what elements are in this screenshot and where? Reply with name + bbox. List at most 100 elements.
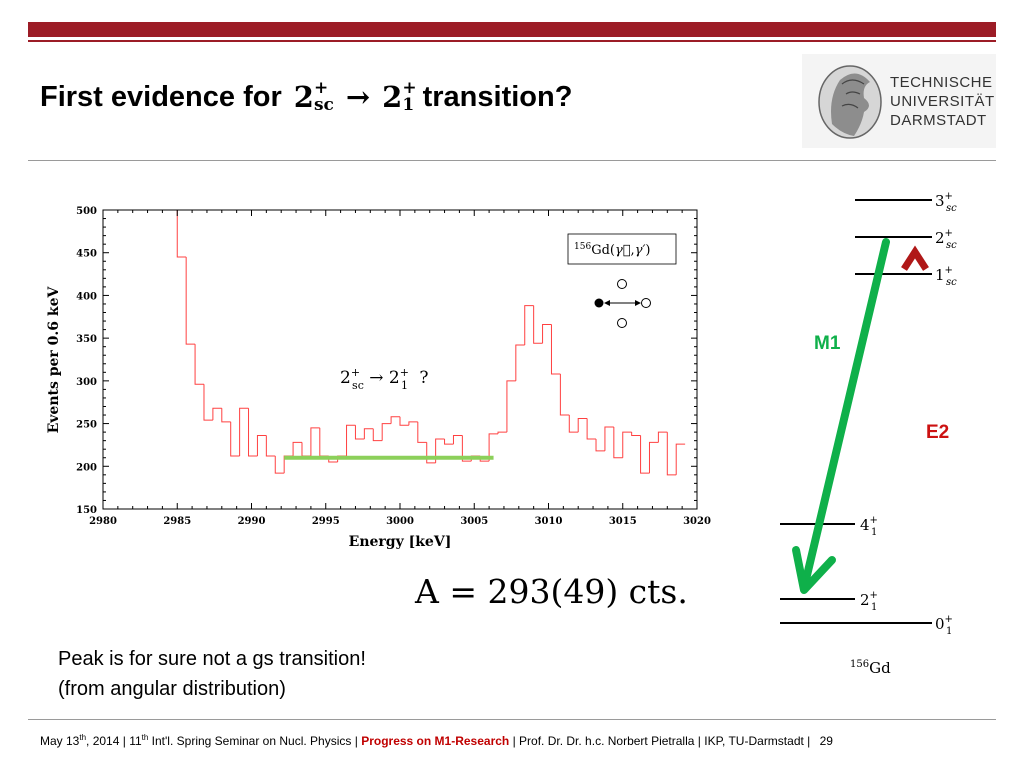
histogram-bin	[577, 417, 588, 433]
x-tick-label: 3010	[535, 516, 563, 527]
title-from-scripts: + sc	[314, 80, 334, 114]
title-from-sub: sc	[313, 95, 334, 115]
histogram-bin	[239, 407, 249, 457]
note-line-1: Peak is for sure not a gs transition!	[58, 648, 366, 670]
x-tick-label: 2980	[89, 516, 117, 527]
x-tick-label: 2985	[163, 516, 191, 527]
title-math: 2 + sc → 2 + 1	[293, 78, 417, 115]
histogram-bin	[542, 323, 552, 344]
slide-footer: May 13th, 2014 | 11th Int'l. Spring Semi…	[40, 733, 833, 748]
histogram-bin	[372, 428, 383, 442]
histogram-bin	[230, 421, 240, 457]
nucleus-label: 156Gd	[850, 659, 891, 677]
e2-transition-arrow	[901, 245, 929, 622]
footer-event: 11th Int'l. Spring Seminar on Nucl. Phys…	[129, 733, 352, 748]
title-to-sub: 1	[402, 95, 415, 115]
histogram-bin	[586, 418, 597, 440]
histogram-bin	[675, 443, 686, 475]
footer-institute: IKP, TU-Darmstadt	[704, 734, 804, 748]
y-tick-label: 250	[76, 420, 97, 431]
histogram-bin	[524, 305, 534, 345]
histogram-bin	[435, 438, 445, 463]
axis-ticks: 2980 2985 2990 2995 3000 3005 3010 3015 3020 150 2…	[76, 206, 711, 527]
histogram-bin	[595, 438, 605, 452]
histogram-bin	[319, 427, 329, 457]
histogram-bin	[506, 380, 516, 433]
histogram-bin	[497, 431, 507, 434]
university-logo	[802, 54, 996, 148]
histogram-bin	[274, 456, 285, 474]
level-label-3-sc: 3+ sc	[935, 191, 957, 214]
histogram-bin	[363, 428, 374, 439]
logo-line-2: UNIVERSITÄT	[890, 93, 995, 110]
e2-label: E2	[926, 422, 949, 443]
histogram-bin	[640, 435, 650, 474]
title-to-sup: +	[402, 78, 417, 98]
y-tick-label: 350	[76, 334, 97, 345]
level-label-1-sc: 1+ sc	[935, 265, 957, 288]
histogram-bin	[390, 416, 400, 424]
histogram-bin	[648, 441, 659, 474]
y-tick-label: 150	[76, 505, 97, 516]
histogram-bin	[613, 426, 623, 459]
title-prefix: First evidence for	[40, 80, 282, 113]
x-tick-label: 2995	[312, 516, 340, 527]
legend-reaction: 156Gd(γ⃗,γ′)	[574, 242, 651, 258]
histogram-bin	[346, 424, 356, 457]
footer-author: Prof. Dr. Dr. h.c. Norbert Pietralla	[519, 734, 695, 748]
histogram-bin	[444, 438, 454, 445]
athena-emblem-icon	[818, 65, 882, 139]
title-suffix: transition?	[422, 80, 573, 113]
legend-box	[567, 233, 677, 265]
slide-title: First evidence for 2 + sc → 2 + 1 transi…	[40, 78, 573, 115]
histogram-bin	[559, 374, 570, 416]
top-accent-bar	[28, 22, 996, 37]
histogram-bin	[550, 324, 561, 375]
histogram-bin	[399, 416, 409, 426]
histogram-bin	[515, 344, 525, 381]
title-to: 2	[382, 80, 403, 114]
histogram-bin	[265, 435, 276, 457]
histogram-bin	[176, 210, 187, 258]
histogram-bin	[381, 423, 392, 441]
histogram-bin	[488, 433, 499, 462]
histogram-bin	[408, 421, 418, 426]
m1-transition-arrow	[792, 238, 890, 594]
title-from: 2	[293, 80, 314, 114]
x-tick-label: 3020	[683, 516, 711, 527]
histogram-bin	[604, 426, 614, 451]
footer-highlight: Progress on M1-Research	[361, 734, 510, 748]
top-accent-line	[28, 40, 996, 42]
level-label-2-1: 2+ 1	[860, 590, 878, 613]
histogram-bin	[194, 344, 204, 385]
title-from-sup: +	[313, 78, 329, 98]
histogram-bin	[310, 427, 320, 457]
x-tick-label: 3005	[460, 516, 488, 527]
histogram-bins	[168, 209, 686, 476]
title-arrow: →	[345, 80, 371, 114]
histogram-bin	[666, 432, 677, 476]
histogram-bin	[221, 408, 231, 423]
histogram-bin	[568, 415, 579, 433]
footer-date: May 13th, 2014	[40, 733, 120, 748]
histogram-bin	[417, 421, 427, 443]
detector-geometry-icon	[594, 279, 651, 328]
logo-line-3: DARMSTADT	[890, 112, 987, 129]
histogram-bin	[452, 435, 463, 445]
x-tick-label: 2990	[238, 516, 266, 527]
x-axis-label: Energy [keV]	[349, 534, 452, 550]
histogram-bin	[533, 305, 543, 344]
logo-line-1: TECHNISCHE	[890, 74, 993, 91]
header-separator	[28, 160, 996, 161]
level-label-2-sc: 2+ sc	[935, 228, 957, 251]
note-text: Peak is for sure not a gs transition! (f…	[58, 644, 366, 704]
histogram-bin	[461, 435, 472, 462]
y-tick-label: 300	[76, 377, 97, 388]
amplitude-result: A = 293(49) cts.	[415, 572, 688, 611]
level-scheme-diagram: 3+ sc 2+ sc 1+ sc 4+ 1 2+ 1 0+ 1 M1 E2 156Gd	[780, 191, 957, 677]
histogram-bin	[631, 432, 641, 437]
histogram-bin	[292, 441, 302, 457]
x-tick-label: 3015	[609, 516, 637, 527]
histogram-bin	[354, 425, 365, 440]
university-name: TECHNISCHE UNIVERSITÄT DARMSTADT	[890, 73, 995, 130]
